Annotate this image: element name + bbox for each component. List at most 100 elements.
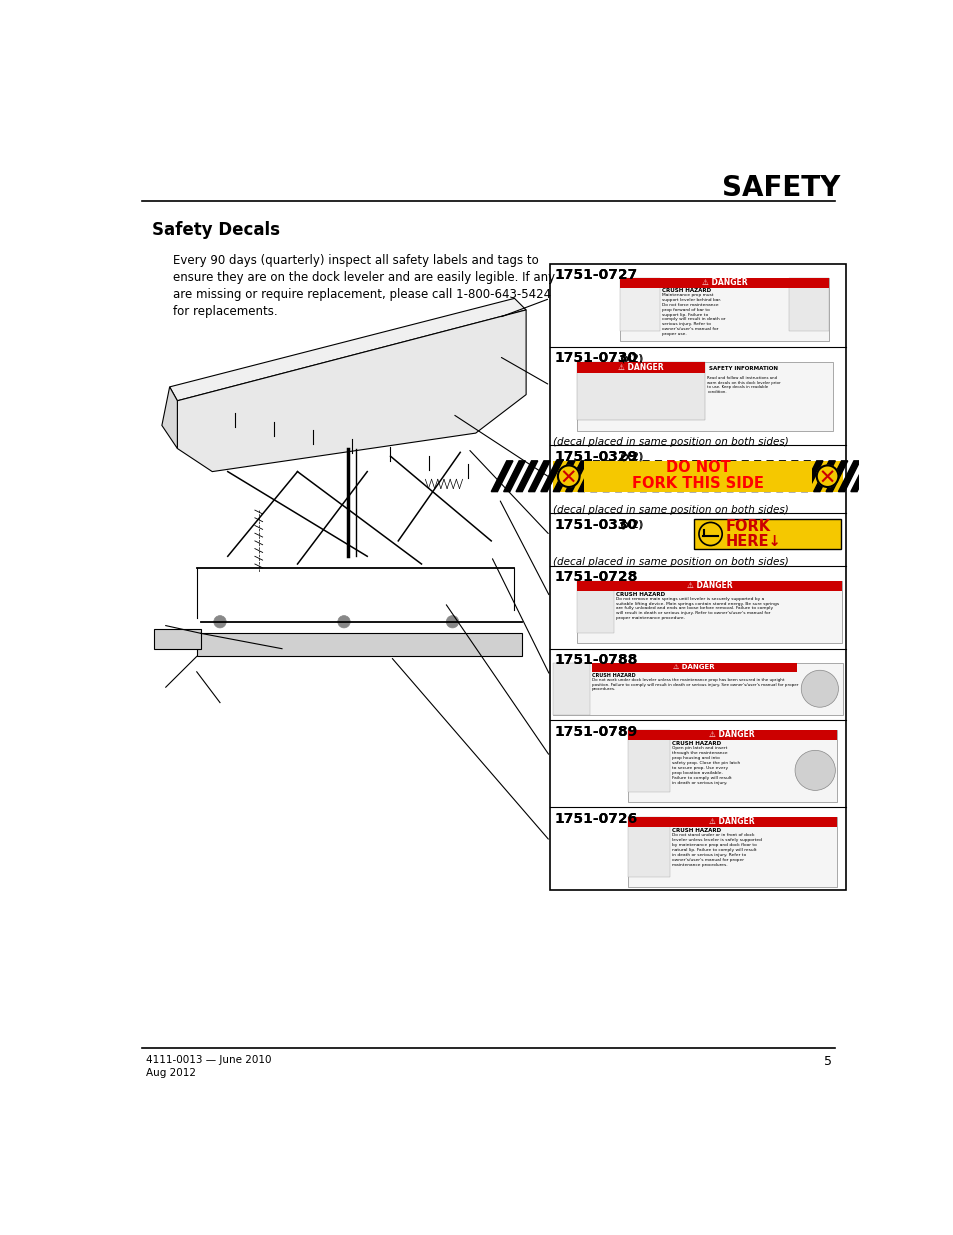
Text: Maintenance prop must
support leveler behind bar.
Do not force maintenance
prop : Maintenance prop must support leveler be…: [661, 293, 724, 336]
Polygon shape: [689, 461, 711, 492]
Polygon shape: [553, 461, 575, 492]
Text: (x2): (x2): [620, 520, 643, 530]
Bar: [577, 580, 614, 632]
Text: ⚠ DANGER: ⚠ DANGER: [709, 818, 754, 826]
Text: (decal placed in same position on both sides): (decal placed in same position on both s…: [553, 505, 788, 515]
Bar: [627, 816, 836, 888]
Circle shape: [446, 615, 458, 627]
Text: (x2): (x2): [620, 452, 643, 462]
Text: 1751-0726: 1751-0726: [555, 811, 638, 826]
Polygon shape: [949, 461, 953, 492]
Polygon shape: [714, 461, 736, 492]
Bar: [619, 278, 659, 331]
Polygon shape: [739, 461, 760, 492]
Text: 1751-0728: 1751-0728: [555, 571, 638, 584]
Text: Do not stand under or in front of dock
leveler unless leveler is safely supporte: Do not stand under or in front of dock l…: [671, 834, 761, 867]
Text: 4111-0013 — June 2010: 4111-0013 — June 2010: [146, 1055, 272, 1066]
Bar: [577, 362, 832, 431]
Circle shape: [558, 466, 579, 487]
Polygon shape: [701, 461, 723, 492]
Polygon shape: [862, 461, 884, 492]
Text: (x2): (x2): [620, 353, 643, 363]
Polygon shape: [813, 461, 835, 492]
Bar: [583, 461, 811, 492]
Text: Do not remove main springs until leveler is securely supported by a
suitable lif: Do not remove main springs until leveler…: [616, 597, 779, 620]
Polygon shape: [751, 461, 773, 492]
Polygon shape: [162, 387, 177, 448]
Text: CRUSH HAZARD: CRUSH HAZARD: [592, 673, 635, 678]
Text: (x2): (x2): [619, 353, 641, 363]
Text: ⚠ DANGER: ⚠ DANGER: [686, 582, 732, 590]
Polygon shape: [652, 461, 674, 492]
Polygon shape: [177, 310, 525, 472]
Text: 1751-0329: 1751-0329: [555, 450, 638, 464]
Text: (decal placed in same position on both sides): (decal placed in same position on both s…: [553, 557, 788, 567]
Text: CRUSH HAZARD: CRUSH HAZARD: [671, 741, 720, 746]
Text: 1751-0788: 1751-0788: [555, 653, 638, 667]
Bar: [627, 730, 670, 792]
Text: 1751-0730: 1751-0730: [555, 352, 638, 366]
Text: ⚠ DANGER: ⚠ DANGER: [709, 730, 754, 739]
Bar: [154, 630, 200, 648]
Text: 5: 5: [823, 1055, 831, 1068]
Text: 1751-0726: 1751-0726: [555, 811, 638, 826]
Bar: [550, 264, 845, 890]
Bar: [553, 461, 842, 492]
Text: Every 90 days (quarterly) inspect all safety labels and tags to
ensure they are : Every 90 days (quarterly) inspect all sa…: [173, 254, 555, 319]
Bar: [553, 662, 590, 715]
Circle shape: [801, 671, 838, 708]
Polygon shape: [924, 461, 946, 492]
Polygon shape: [875, 461, 897, 492]
Bar: [577, 362, 704, 420]
Text: SAFETY INFORMATION: SAFETY INFORMATION: [708, 366, 778, 370]
Text: DO NOT
FORK THIS SIDE: DO NOT FORK THIS SIDE: [632, 459, 763, 492]
Bar: [592, 662, 796, 672]
Polygon shape: [788, 461, 810, 492]
Bar: [553, 662, 842, 715]
Polygon shape: [503, 461, 525, 492]
Polygon shape: [776, 461, 798, 492]
Polygon shape: [540, 461, 562, 492]
Polygon shape: [627, 461, 649, 492]
Bar: [627, 816, 836, 826]
Bar: [627, 730, 836, 740]
Bar: [627, 816, 670, 877]
Text: 1751-0789: 1751-0789: [555, 725, 638, 739]
Circle shape: [816, 466, 838, 487]
Polygon shape: [937, 461, 953, 492]
Polygon shape: [912, 461, 934, 492]
Polygon shape: [887, 461, 909, 492]
Text: 1751-0330: 1751-0330: [555, 517, 638, 532]
Text: ⚠ DANGER: ⚠ DANGER: [673, 664, 715, 671]
Polygon shape: [602, 461, 624, 492]
Text: ⚠ DANGER: ⚠ DANGER: [701, 278, 746, 287]
Bar: [619, 278, 828, 288]
Text: 1751-0728: 1751-0728: [555, 571, 638, 584]
Polygon shape: [664, 461, 686, 492]
Polygon shape: [578, 461, 599, 492]
Bar: [196, 634, 521, 656]
Bar: [577, 580, 841, 642]
Text: ⚠ DANGER: ⚠ DANGER: [618, 363, 663, 372]
Text: Safety Decals: Safety Decals: [152, 221, 279, 240]
Polygon shape: [565, 461, 587, 492]
Text: (decal placed in same position on both sides): (decal placed in same position on both s…: [553, 437, 788, 447]
Bar: [619, 278, 828, 341]
Text: CRUSH HAZARD: CRUSH HAZARD: [616, 593, 664, 598]
Text: (x2): (x2): [619, 520, 641, 530]
Polygon shape: [825, 461, 847, 492]
Text: 1751-0730: 1751-0730: [555, 352, 638, 366]
Polygon shape: [850, 461, 872, 492]
Polygon shape: [590, 461, 612, 492]
Text: FORK
HERE↓: FORK HERE↓: [725, 519, 781, 550]
Polygon shape: [726, 461, 748, 492]
Polygon shape: [170, 299, 525, 401]
Polygon shape: [516, 461, 537, 492]
Polygon shape: [838, 461, 860, 492]
Bar: [693, 520, 840, 548]
Polygon shape: [491, 461, 513, 492]
Polygon shape: [639, 461, 661, 492]
Text: 1751-0727: 1751-0727: [555, 268, 638, 283]
Polygon shape: [615, 461, 637, 492]
Text: 1751-0329: 1751-0329: [555, 450, 638, 464]
